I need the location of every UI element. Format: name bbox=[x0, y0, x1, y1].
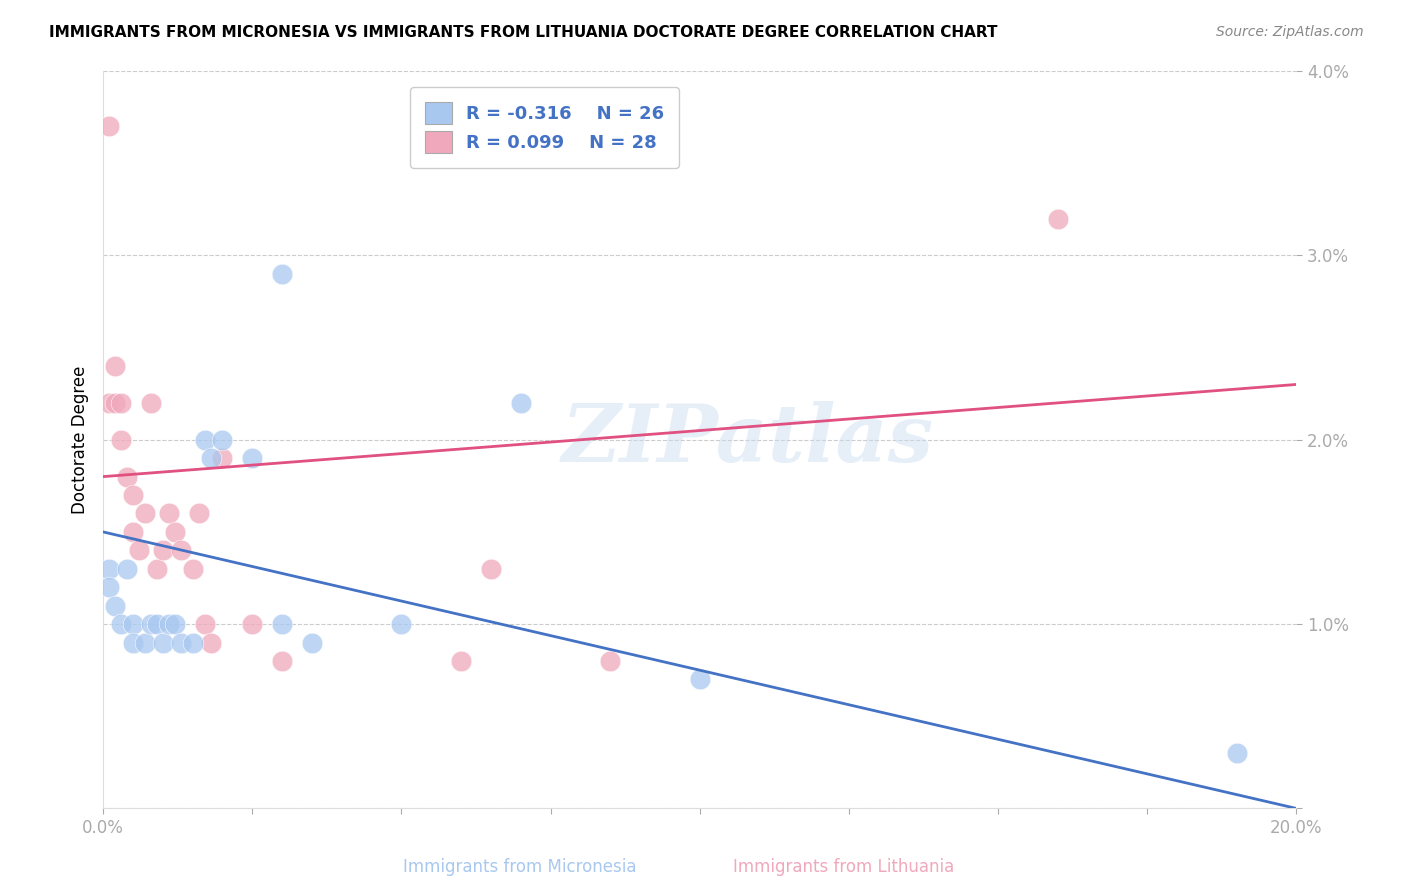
Point bbox=[104, 359, 127, 373]
Point bbox=[122, 635, 145, 649]
Point bbox=[98, 396, 121, 410]
Point bbox=[157, 617, 180, 632]
Point bbox=[139, 396, 162, 410]
Text: Immigrants from Micronesia: Immigrants from Micronesia bbox=[404, 858, 637, 876]
Point bbox=[115, 562, 138, 576]
Point bbox=[128, 543, 150, 558]
Point bbox=[152, 543, 174, 558]
Point bbox=[170, 635, 193, 649]
Point bbox=[271, 617, 294, 632]
Point bbox=[115, 469, 138, 483]
Point bbox=[122, 617, 145, 632]
Point bbox=[301, 635, 323, 649]
Point bbox=[193, 617, 215, 632]
Point bbox=[104, 599, 127, 613]
Point bbox=[1046, 211, 1069, 226]
Point bbox=[122, 488, 145, 502]
Point bbox=[163, 617, 186, 632]
Point bbox=[157, 507, 180, 521]
Point bbox=[98, 120, 121, 134]
Point bbox=[134, 635, 156, 649]
Point bbox=[139, 617, 162, 632]
Point bbox=[509, 396, 531, 410]
Point bbox=[146, 562, 169, 576]
Point bbox=[110, 433, 132, 447]
Point bbox=[110, 617, 132, 632]
Point bbox=[181, 562, 204, 576]
Point bbox=[98, 580, 121, 594]
Text: Source: ZipAtlas.com: Source: ZipAtlas.com bbox=[1216, 25, 1364, 39]
Point bbox=[479, 562, 502, 576]
Point bbox=[599, 654, 621, 668]
Point bbox=[104, 396, 127, 410]
Point bbox=[187, 507, 209, 521]
Point bbox=[1226, 746, 1249, 760]
Point bbox=[450, 654, 472, 668]
Point bbox=[211, 433, 233, 447]
Text: Immigrants from Lithuania: Immigrants from Lithuania bbox=[733, 858, 955, 876]
Point bbox=[200, 635, 222, 649]
Text: ZIPatlas: ZIPatlas bbox=[561, 401, 934, 478]
Point bbox=[110, 396, 132, 410]
Point bbox=[689, 673, 711, 687]
Point bbox=[271, 267, 294, 281]
Text: IMMIGRANTS FROM MICRONESIA VS IMMIGRANTS FROM LITHUANIA DOCTORATE DEGREE CORRELA: IMMIGRANTS FROM MICRONESIA VS IMMIGRANTS… bbox=[49, 25, 998, 40]
Point bbox=[240, 617, 263, 632]
Point bbox=[163, 524, 186, 539]
Point bbox=[240, 451, 263, 466]
Point bbox=[152, 635, 174, 649]
Point bbox=[181, 635, 204, 649]
Point bbox=[134, 507, 156, 521]
Point bbox=[122, 524, 145, 539]
Point bbox=[170, 543, 193, 558]
Legend: R = -0.316    N = 26, R = 0.099    N = 28: R = -0.316 N = 26, R = 0.099 N = 28 bbox=[411, 87, 679, 168]
Point bbox=[271, 654, 294, 668]
Point bbox=[200, 451, 222, 466]
Point bbox=[146, 617, 169, 632]
Y-axis label: Doctorate Degree: Doctorate Degree bbox=[72, 366, 89, 514]
Point bbox=[193, 433, 215, 447]
Point bbox=[211, 451, 233, 466]
Point bbox=[391, 617, 413, 632]
Point bbox=[98, 562, 121, 576]
